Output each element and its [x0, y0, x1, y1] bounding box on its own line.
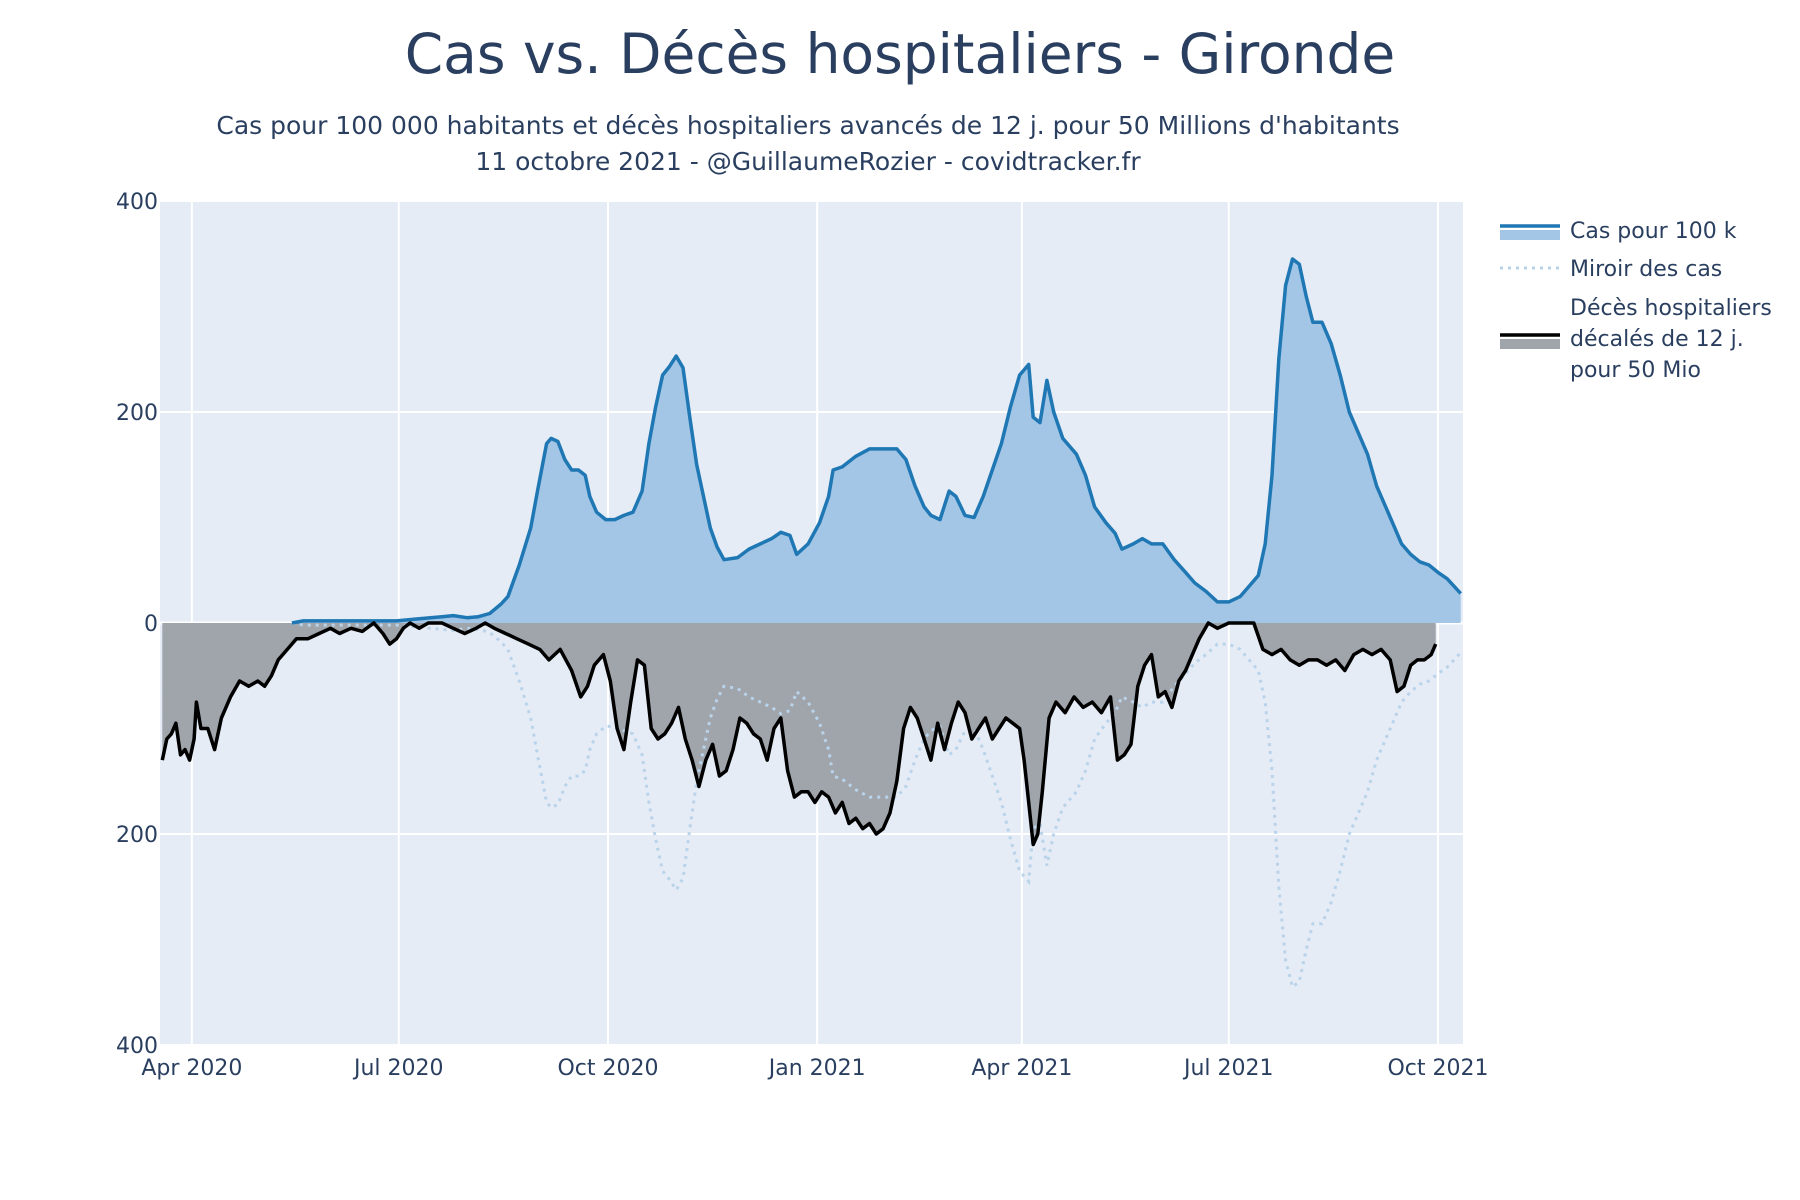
- legend-swatch-deaths-fill: [1500, 339, 1560, 349]
- legend-label-deaths-line-3: pour 50 Mio: [1570, 358, 1701, 383]
- subtitle-line-2: 11 octobre 2021 - @GuillaumeRozier - cov…: [475, 147, 1141, 176]
- legend-label-deaths-line-1: Décès hospitaliers: [1570, 296, 1772, 321]
- legend-item-deaths[interactable]: Décès hospitaliers décalés de 12 j. pour 5…: [1500, 296, 1772, 383]
- x-tick-label: Apr 2021: [971, 1056, 1072, 1081]
- legend-item-mirror[interactable]: Miroir des cas: [1500, 257, 1722, 282]
- x-tick-label: Jan 2021: [767, 1056, 866, 1081]
- y-tick-label: 400: [116, 190, 158, 215]
- cases-line: [291, 257, 1462, 625]
- y-tick-label: 200: [116, 401, 158, 426]
- legend-swatch-cases-fill: [1500, 230, 1560, 240]
- x-tick-label: Jul 2020: [352, 1056, 444, 1081]
- mirror-line: [291, 621, 1462, 990]
- cases-area: [291, 259, 1461, 623]
- legend-label-cases: Cas pour 100 k: [1570, 219, 1737, 244]
- x-tick-label: Apr 2020: [141, 1056, 242, 1081]
- chart-title: Cas vs. Décès hospitaliers - Gironde: [404, 22, 1396, 86]
- x-tick-label: Oct 2020: [557, 1056, 658, 1081]
- deaths-area: [162, 623, 1436, 845]
- tick-labels: Apr 2020 Jul 2020 Oct 2020 Jan 2021 Apr 2021…: [116, 190, 1489, 1081]
- legend-label-mirror: Miroir des cas: [1570, 257, 1722, 282]
- y-tick-label: 400: [116, 1034, 158, 1059]
- series-layer: [160, 257, 1462, 990]
- y-tick-label: 0: [144, 612, 158, 637]
- x-tick-label: Oct 2021: [1387, 1056, 1488, 1081]
- legend-label-deaths-line-2: décalés de 12 j.: [1570, 327, 1744, 352]
- deaths-line: [160, 621, 1438, 847]
- chart-subtitle: Cas pour 100 000 habitants et décès hosp…: [0, 108, 1616, 180]
- x-tick-label: Jul 2021: [1182, 1056, 1274, 1081]
- legend[interactable]: Cas pour 100 k Miroir des cas Décès hospit…: [1500, 219, 1772, 383]
- y-tick-label: 200: [116, 823, 158, 848]
- legend-item-cases[interactable]: Cas pour 100 k: [1500, 219, 1737, 244]
- subtitle-line-1: Cas pour 100 000 habitants et décès hosp…: [216, 111, 1400, 140]
